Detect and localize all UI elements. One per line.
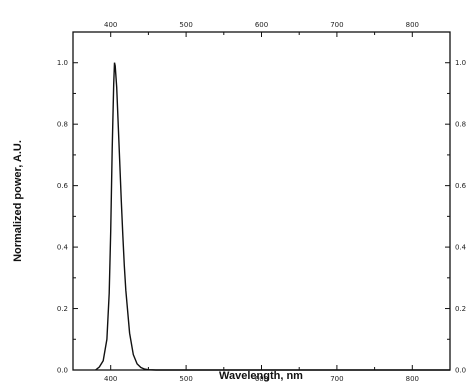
y-tick-label: 0.6 (57, 182, 69, 190)
x-tick-label: 800 (406, 375, 419, 383)
y-axis-title: Normalized power, A.U. (12, 140, 24, 262)
y-tick-label: 0.0 (57, 367, 68, 375)
x-top-tick-label: 700 (330, 21, 343, 29)
x-top-tick-label: 400 (104, 21, 117, 29)
x-top-tick-label: 500 (179, 21, 192, 29)
y-tick-label: 0.4 (57, 244, 69, 252)
x-tick-label: 400 (104, 375, 117, 383)
y-right-tick-label: 0.2 (455, 305, 466, 313)
spectrum-line (95, 62, 450, 371)
tick-labels-layer: 400 400 500 500 600 600 700 700 800 800 0.0 0.0 0.2 0… (57, 21, 467, 383)
x-top-tick-label: 800 (406, 21, 419, 29)
y-right-tick-label: 0.0 (455, 367, 466, 375)
plot-frame (72, 31, 451, 371)
x-axis-title: Wavelength, nm (219, 370, 303, 382)
x-tick-label: 600 (255, 375, 268, 383)
y-right-tick-label: 1.0 (455, 59, 466, 67)
ticks-layer (72, 31, 451, 371)
y-right-tick-label: 0.6 (455, 182, 467, 190)
y-tick-label: 0.8 (57, 121, 68, 129)
y-tick-label: 0.2 (57, 305, 68, 313)
y-right-tick-label: 0.4 (455, 244, 467, 252)
x-top-tick-label: 600 (255, 21, 268, 29)
x-tick-label: 500 (179, 375, 192, 383)
x-tick-label: 700 (330, 375, 343, 383)
y-tick-label: 1.0 (57, 59, 68, 67)
y-right-tick-label: 0.8 (455, 121, 466, 129)
